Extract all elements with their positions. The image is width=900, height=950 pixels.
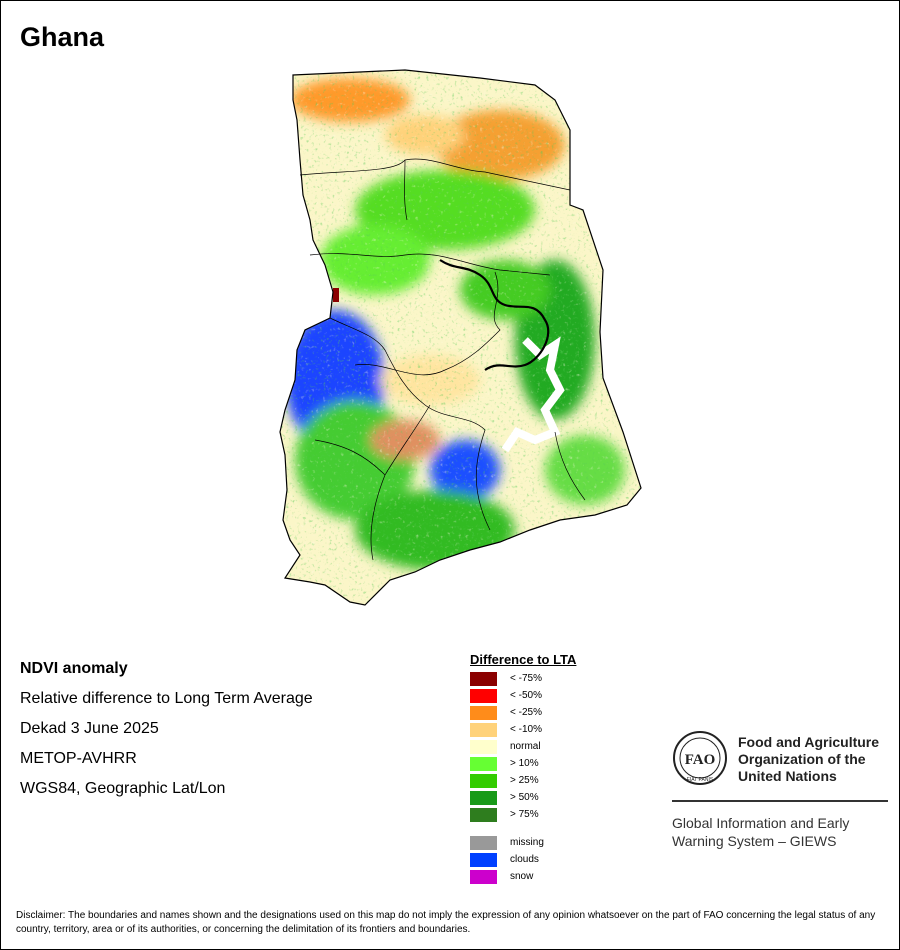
product-description: Relative difference to Long Term Average [20, 690, 313, 707]
legend-label: > 50% [510, 792, 539, 803]
legend-swatch [470, 870, 497, 884]
legend-label: missing [510, 837, 544, 848]
disclaimer: Disclaimer: The boundaries and names sho… [16, 910, 876, 935]
legend-swatch [470, 791, 497, 805]
fao-name-line-1: Food and Agriculture [738, 734, 880, 750]
legend-swatch [470, 672, 497, 686]
map-info: NDVI anomaly Relative difference to Long… [20, 654, 313, 804]
legend-swatch [470, 808, 497, 822]
legend-label: normal [510, 741, 541, 752]
fao-name-line-2: Organization of the [738, 751, 866, 767]
legend-label: clouds [510, 854, 539, 865]
ndvi-anomaly-map [279, 69, 642, 606]
legend-label: > 75% [510, 809, 539, 820]
legend: Difference to LTA < -75% < -50% < -25% < -1… [470, 652, 577, 884]
legend-label: < -50% [510, 690, 542, 701]
giews-name: Global Information and Early Warning Sys… [672, 814, 849, 850]
giews-line-1: Global Information and Early [672, 815, 850, 831]
logo-divider [672, 800, 888, 802]
fao-name-line-3: United Nations [738, 768, 837, 784]
legend-label: < -25% [510, 707, 542, 718]
page-title: Ghana [20, 22, 105, 52]
fao-emblem-letters: FAO [685, 752, 716, 768]
legend-swatch [470, 689, 497, 703]
legend-swatch [470, 853, 497, 867]
legend-swatch [470, 836, 497, 850]
legend-swatch [470, 757, 497, 771]
legend-label: > 25% [510, 775, 539, 786]
fao-emblem-motto: FIAT PANIS [687, 777, 714, 783]
giews-line-2: Warning System – GIEWS [672, 833, 837, 849]
fao-emblem-icon: FAO FIAT PANIS [673, 731, 727, 785]
product-sensor: METOP-AVHRR [20, 750, 137, 767]
legend-swatch [470, 774, 497, 788]
product-period: Dekad 3 June 2025 [20, 720, 159, 737]
legend-swatch [470, 706, 497, 720]
legend-label: snow [510, 871, 534, 882]
fao-organization-name: Food and Agriculture Organization of the… [738, 734, 879, 785]
legend-label: < -75% [510, 673, 542, 684]
legend-swatch [470, 723, 497, 737]
product-name: NDVI anomaly [20, 660, 128, 677]
legend-label: < -10% [510, 724, 542, 735]
legend-swatch [470, 740, 497, 754]
legend-title: Difference to LTA [470, 652, 577, 667]
product-projection: WGS84, Geographic Lat/Lon [20, 780, 226, 797]
legend-label: > 10% [510, 758, 539, 769]
